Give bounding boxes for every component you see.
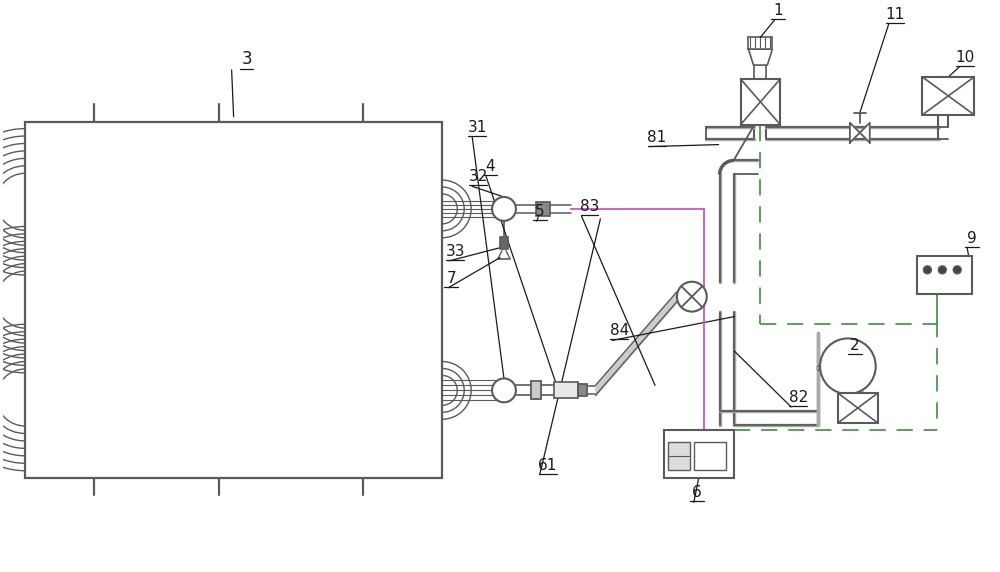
Bar	[500, 237, 508, 249]
Circle shape	[677, 282, 707, 312]
Text: 11: 11	[885, 7, 904, 22]
Bar	[741, 79, 780, 125]
Text: 5: 5	[535, 204, 545, 219]
Bar	[578, 384, 587, 396]
Circle shape	[820, 339, 876, 394]
Circle shape	[492, 379, 516, 402]
Text: 3: 3	[241, 50, 252, 68]
Bar	[922, 77, 974, 115]
Bar	[536, 202, 550, 216]
Text: 2: 2	[850, 338, 860, 353]
Bar	[664, 430, 734, 478]
Circle shape	[923, 266, 931, 274]
Text: 6: 6	[692, 486, 702, 500]
Circle shape	[938, 266, 946, 274]
Text: 31: 31	[467, 120, 487, 134]
Text: 1: 1	[773, 3, 783, 18]
Bar	[917, 256, 972, 293]
Text: 7: 7	[446, 271, 456, 286]
Bar	[554, 383, 578, 398]
Bar	[668, 442, 690, 470]
Text: 9: 9	[967, 231, 977, 246]
Text: 81: 81	[647, 130, 667, 145]
Bar	[838, 393, 878, 423]
Text: 33: 33	[446, 244, 465, 259]
Bar	[694, 442, 726, 470]
Polygon shape	[850, 123, 860, 142]
Circle shape	[492, 197, 516, 221]
Circle shape	[953, 266, 961, 274]
Bar	[25, 122, 442, 478]
Text: 84: 84	[610, 323, 629, 339]
Text: 10: 10	[956, 50, 975, 65]
Text: 83: 83	[580, 199, 599, 214]
Text: 32: 32	[468, 169, 488, 184]
Polygon shape	[860, 123, 870, 142]
Text: 4: 4	[485, 160, 495, 174]
Bar	[531, 382, 541, 399]
Text: 61: 61	[538, 458, 557, 472]
Text: 82: 82	[789, 390, 808, 405]
Polygon shape	[748, 49, 772, 65]
